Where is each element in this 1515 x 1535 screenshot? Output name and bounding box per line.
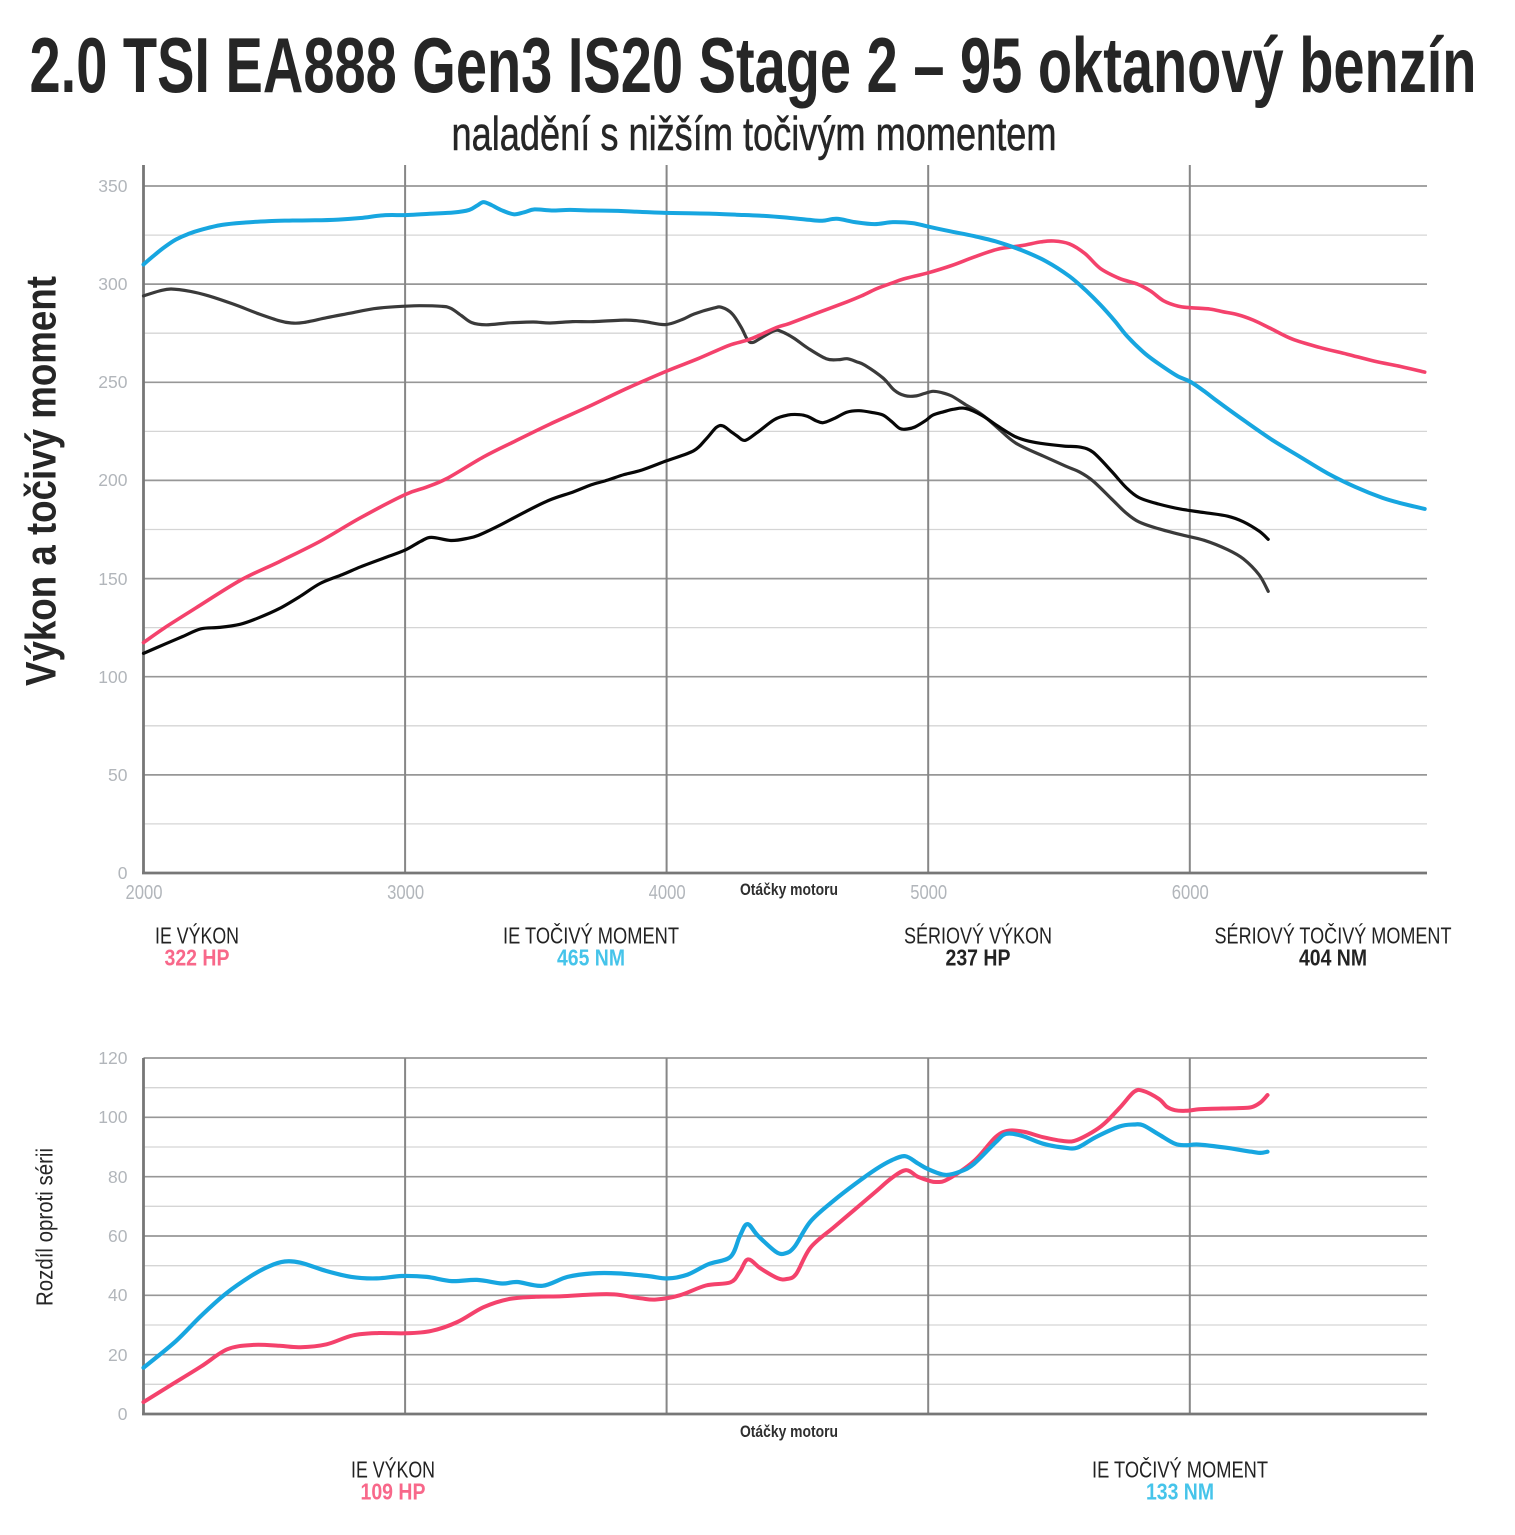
svg-text:465 NM: 465 NM bbox=[557, 945, 625, 971]
svg-text:naladění s nižším točivým mome: naladění s nižším točivým momentem bbox=[452, 107, 1057, 160]
svg-text:IE VÝKON: IE VÝKON bbox=[155, 922, 239, 948]
svg-text:50: 50 bbox=[108, 765, 128, 785]
svg-text:2.0 TSI EA888 Gen3 IS20 Stage: 2.0 TSI EA888 Gen3 IS20 Stage 2 – 95 okt… bbox=[30, 21, 1477, 109]
svg-text:Výkon a točivý moment: Výkon a točivý moment bbox=[18, 276, 66, 686]
svg-text:Otáčky motoru: Otáčky motoru bbox=[740, 880, 838, 899]
svg-text:SÉRIOVÝ VÝKON: SÉRIOVÝ VÝKON bbox=[904, 922, 1052, 948]
svg-text:133 NM: 133 NM bbox=[1146, 1479, 1214, 1505]
svg-text:200: 200 bbox=[98, 470, 127, 490]
svg-text:150: 150 bbox=[98, 569, 127, 589]
svg-text:120: 120 bbox=[98, 1048, 127, 1068]
svg-text:3000: 3000 bbox=[387, 882, 424, 904]
svg-text:SÉRIOVÝ TOČIVÝ MOMENT: SÉRIOVÝ TOČIVÝ MOMENT bbox=[1215, 921, 1452, 948]
svg-text:300: 300 bbox=[98, 274, 127, 294]
svg-text:60: 60 bbox=[108, 1226, 128, 1246]
svg-text:0: 0 bbox=[118, 863, 128, 883]
svg-text:350: 350 bbox=[98, 176, 127, 196]
svg-text:250: 250 bbox=[98, 372, 127, 392]
svg-text:IE TOČIVÝ MOMENT: IE TOČIVÝ MOMENT bbox=[1092, 1455, 1268, 1482]
svg-text:2000: 2000 bbox=[126, 882, 163, 904]
svg-text:100: 100 bbox=[98, 667, 127, 687]
svg-text:Otáčky motoru: Otáčky motoru bbox=[740, 1422, 838, 1441]
svg-text:100: 100 bbox=[98, 1107, 127, 1127]
svg-text:109 HP: 109 HP bbox=[361, 1479, 426, 1505]
svg-text:80: 80 bbox=[108, 1167, 128, 1187]
svg-text:5000: 5000 bbox=[910, 882, 947, 904]
svg-text:Rozdíl oproti sérii: Rozdíl oproti sérii bbox=[31, 1148, 57, 1306]
svg-text:40: 40 bbox=[108, 1285, 128, 1305]
svg-text:20: 20 bbox=[108, 1345, 128, 1365]
svg-text:IE VÝKON: IE VÝKON bbox=[351, 1456, 435, 1482]
svg-text:404 NM: 404 NM bbox=[1299, 945, 1367, 971]
svg-text:237 HP: 237 HP bbox=[946, 945, 1011, 971]
svg-text:4000: 4000 bbox=[649, 882, 686, 904]
svg-text:322 HP: 322 HP bbox=[165, 945, 230, 971]
svg-text:6000: 6000 bbox=[1172, 882, 1209, 904]
svg-text:0: 0 bbox=[118, 1404, 128, 1424]
svg-text:IE TOČIVÝ MOMENT: IE TOČIVÝ MOMENT bbox=[503, 921, 679, 948]
